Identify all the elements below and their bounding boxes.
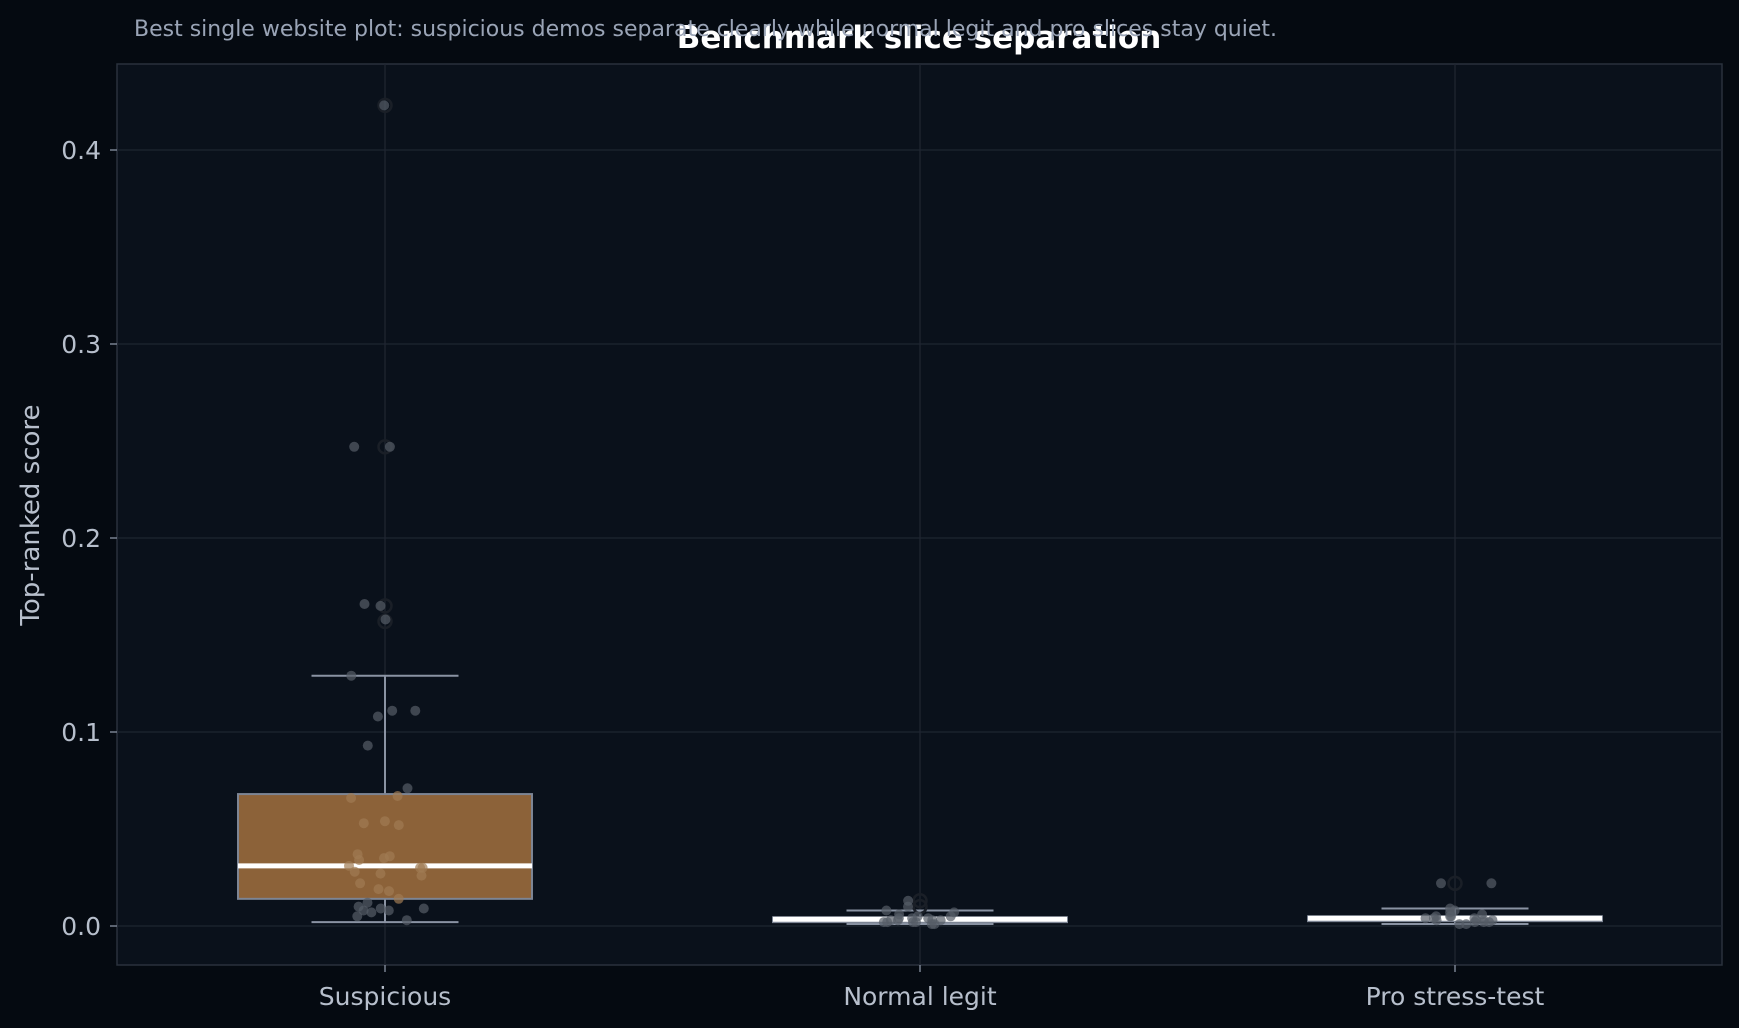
box-suspicious — [237, 97, 533, 924]
chart-title: Benchmark slice separation — [677, 20, 1162, 56]
data-point — [379, 816, 390, 827]
data-point — [1420, 913, 1431, 924]
x-tick-label: Suspicious — [319, 982, 451, 1011]
data-point — [402, 783, 413, 794]
data-point — [393, 893, 404, 904]
iqr-box — [237, 793, 533, 900]
y-axis-label: Top-ranked score — [16, 404, 46, 626]
data-point — [379, 100, 390, 111]
data-point — [349, 866, 360, 877]
data-point — [366, 907, 377, 918]
x-tick-label: Normal legit — [843, 982, 997, 1011]
data-point — [410, 705, 421, 716]
data-point — [926, 919, 937, 930]
data-point — [892, 915, 903, 926]
outlier-marker — [912, 893, 928, 909]
data-point — [346, 793, 357, 803]
data-point — [352, 911, 363, 922]
data-point — [384, 441, 395, 452]
data-point — [380, 614, 391, 625]
x-axis-ticks: Suspicious Normal legit Pro stress-test — [319, 965, 1545, 1011]
data-point — [375, 868, 386, 879]
data-point — [393, 820, 404, 831]
data-point — [1469, 917, 1480, 928]
data-point — [355, 878, 366, 889]
data-point — [417, 862, 428, 873]
data-point — [379, 853, 389, 864]
data-point — [945, 911, 956, 922]
data-point — [1431, 915, 1442, 926]
data-point — [372, 711, 383, 722]
data-point — [1486, 878, 1497, 889]
data-point — [358, 818, 369, 829]
boxes — [237, 97, 1603, 926]
data-point — [362, 740, 373, 751]
data-point — [1436, 878, 1446, 889]
data-point — [903, 901, 913, 912]
y-tick-label: 0.2 — [61, 524, 101, 553]
data-point — [358, 905, 369, 916]
data-points — [344, 100, 1498, 930]
x-tick-label: Pro stress-test — [1366, 982, 1545, 1011]
data-point — [349, 441, 360, 452]
data-point — [1445, 911, 1456, 922]
data-point — [418, 903, 429, 914]
y-axis-ticks: 0.0 0.1 0.2 0.3 0.4 — [61, 136, 117, 941]
data-point — [375, 600, 386, 611]
data-point — [387, 705, 398, 716]
chart-subtitle: Best single website plot: suspicious dem… — [134, 17, 1277, 42]
data-point — [354, 855, 365, 865]
data-point — [416, 870, 427, 881]
data-point — [881, 905, 892, 916]
data-point — [375, 903, 386, 914]
data-point — [346, 670, 357, 681]
data-point — [1454, 919, 1465, 930]
data-point — [392, 791, 403, 801]
data-point — [401, 915, 412, 926]
y-tick-label: 0.4 — [61, 136, 101, 165]
data-point — [1478, 917, 1489, 928]
outlier-marker — [377, 97, 393, 114]
outlier-marker — [1447, 875, 1463, 892]
y-tick-label: 0.0 — [61, 912, 101, 941]
data-point — [362, 897, 373, 908]
y-tick-label: 0.3 — [61, 330, 101, 359]
data-point — [878, 917, 889, 928]
data-point — [384, 886, 394, 897]
data-point — [359, 599, 370, 609]
data-point — [383, 905, 394, 916]
data-point — [373, 884, 384, 895]
data-point — [908, 917, 918, 928]
y-tick-label: 0.1 — [61, 718, 101, 747]
